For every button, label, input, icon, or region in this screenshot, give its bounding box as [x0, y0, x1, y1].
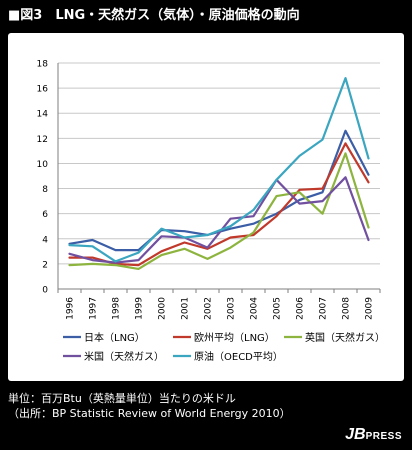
- x-tick-label: 2002: [204, 297, 214, 320]
- x-tick-label: 2004: [250, 297, 260, 320]
- x-tick-label: 2003: [227, 297, 237, 320]
- series-line-5: [68, 76, 370, 263]
- y-tick-label: 6: [42, 210, 48, 220]
- y-tick-label: 4: [42, 235, 48, 245]
- y-tick-label: 8: [42, 185, 48, 195]
- legend-label: 米国（天然ガス）: [84, 350, 164, 363]
- chart-title: ■図3 LNG・天然ガス（気体）・原油価格の動向: [8, 8, 300, 23]
- chart-panel: 0 2 4 6 8 10 12 14 16 18 1996 1997 1998 1999 2000 2001 2…: [8, 33, 404, 381]
- x-tick-label: 1996: [66, 297, 76, 320]
- y-tick-label: 14: [37, 110, 49, 120]
- series-line-4: [68, 176, 370, 264]
- legend-label: 欧州平均（LNG）: [194, 332, 275, 344]
- x-tick-label: 1997: [89, 297, 99, 320]
- y-tick-label: 2: [42, 260, 48, 270]
- series-line-3: [68, 152, 370, 270]
- unit-note: 単位：百万Btu（英熱量単位）当たりの米ドル: [8, 392, 236, 405]
- legend-label: 英国（天然ガス）: [305, 331, 385, 344]
- y-tick-label: 10: [37, 160, 49, 170]
- x-tick-label: 2007: [319, 297, 329, 320]
- line-chart: 0 2 4 6 8 10 12 14 16 18 1996 1997 1998 1999 2000 2001 2…: [37, 60, 385, 364]
- x-tick-label: 1999: [135, 297, 145, 320]
- y-tick-label: 16: [37, 85, 49, 95]
- y-tick-label: 0: [42, 286, 48, 296]
- x-tick-label: 2001: [181, 297, 191, 320]
- legend-label: 原油（OECD平均）: [194, 350, 283, 363]
- y-tick-label: 18: [37, 60, 49, 70]
- y-tick-label: 12: [37, 135, 48, 145]
- source-note: （出所：BP Statistic Review of World Energy …: [8, 407, 291, 420]
- x-tick-label: 2009: [365, 297, 375, 320]
- x-tick-label: 2008: [342, 297, 352, 320]
- x-tick-label: 2006: [296, 297, 306, 320]
- legend-label: 日本（LNG）: [84, 331, 145, 344]
- x-tick-label: 1998: [112, 297, 122, 320]
- jbpress-logo: JBPRESS: [345, 426, 402, 443]
- series-line-2: [68, 142, 370, 267]
- x-tick-label: 2000: [158, 297, 168, 320]
- x-tick-label: 2005: [273, 297, 283, 320]
